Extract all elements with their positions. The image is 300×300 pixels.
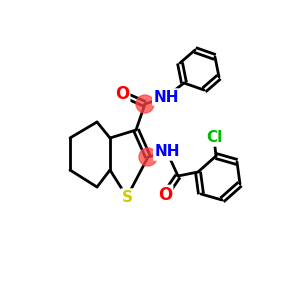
Text: O: O: [115, 85, 129, 103]
Text: NH: NH: [154, 145, 180, 160]
Text: Cl: Cl: [206, 130, 222, 146]
Text: O: O: [158, 186, 172, 204]
Circle shape: [136, 95, 154, 113]
Text: NH: NH: [153, 89, 179, 104]
Circle shape: [139, 148, 157, 166]
Text: S: S: [122, 190, 133, 205]
